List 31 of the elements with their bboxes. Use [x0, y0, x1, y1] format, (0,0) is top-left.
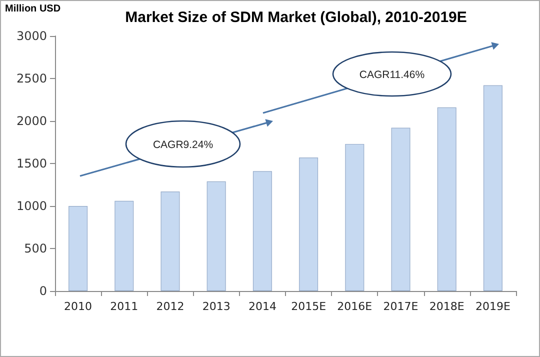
x-tick-label: 2019E: [475, 300, 510, 313]
bar: [114, 200, 134, 291]
x-tick-label: 2018E: [429, 300, 464, 313]
annotation: CAGR9.24%: [152, 139, 214, 151]
annotation: CAGR11.46%: [359, 69, 425, 81]
bar: [252, 171, 272, 291]
bar: [437, 107, 456, 291]
x-tick-label: 2016E: [337, 300, 372, 313]
y-tick-label: 3000: [16, 29, 47, 43]
x-tick-label: 2015E: [291, 300, 326, 313]
bar: [206, 181, 226, 291]
x-tick-label: 2012: [156, 300, 184, 313]
y-tick-label: 2500: [16, 72, 47, 86]
bar: [345, 144, 364, 291]
bar: [160, 192, 180, 291]
x-tick-label: 2013: [202, 300, 230, 313]
y-tick-label: 0: [39, 284, 47, 298]
y-tick-label: 2000: [16, 114, 47, 128]
bar: [68, 206, 88, 291]
y-tick-label: 500: [24, 242, 47, 256]
y-axis-title: Million USD: [5, 4, 61, 14]
x-tick-label: 2014: [248, 300, 276, 313]
x-tick-label: 2011: [110, 300, 138, 313]
bar: [299, 158, 318, 291]
x-tick-label: 2010: [64, 300, 92, 313]
chart-title: Market Size of SDM Market (Global), 2010-2019E: [125, 9, 467, 26]
y-tick-label: 1500: [16, 156, 47, 170]
bar: [483, 85, 502, 291]
x-tick-label: 2017E: [383, 300, 418, 313]
bar: [391, 128, 410, 291]
y-tick-label: 1000: [16, 199, 47, 213]
